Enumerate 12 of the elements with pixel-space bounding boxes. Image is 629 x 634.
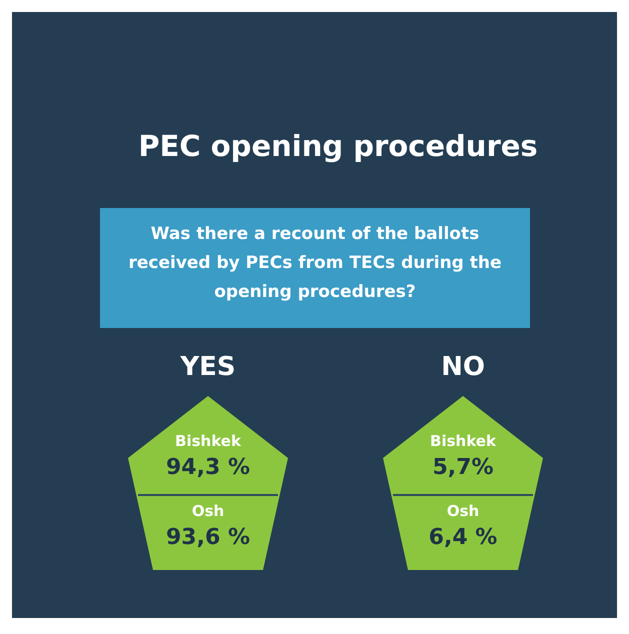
data-label: 5,7%: [432, 455, 494, 480]
text: PEC opening procedures: [138, 129, 538, 163]
category-label: Osh: [192, 502, 224, 520]
data-label: 94,3 %: [166, 455, 250, 480]
series-label: NO: [441, 352, 485, 382]
category-label: Bishkek: [430, 432, 496, 450]
category-label: Osh: [446, 502, 480, 520]
data-label: 93,6 %: [166, 525, 250, 550]
data-label: 6,4 %: [428, 525, 498, 550]
series-label: YES: [179, 352, 236, 382]
text: Was there a recount of the ballots received by PECs from TECs during the opening procedures?: [128, 224, 502, 302]
category-label: Bishkek: [175, 432, 242, 450]
